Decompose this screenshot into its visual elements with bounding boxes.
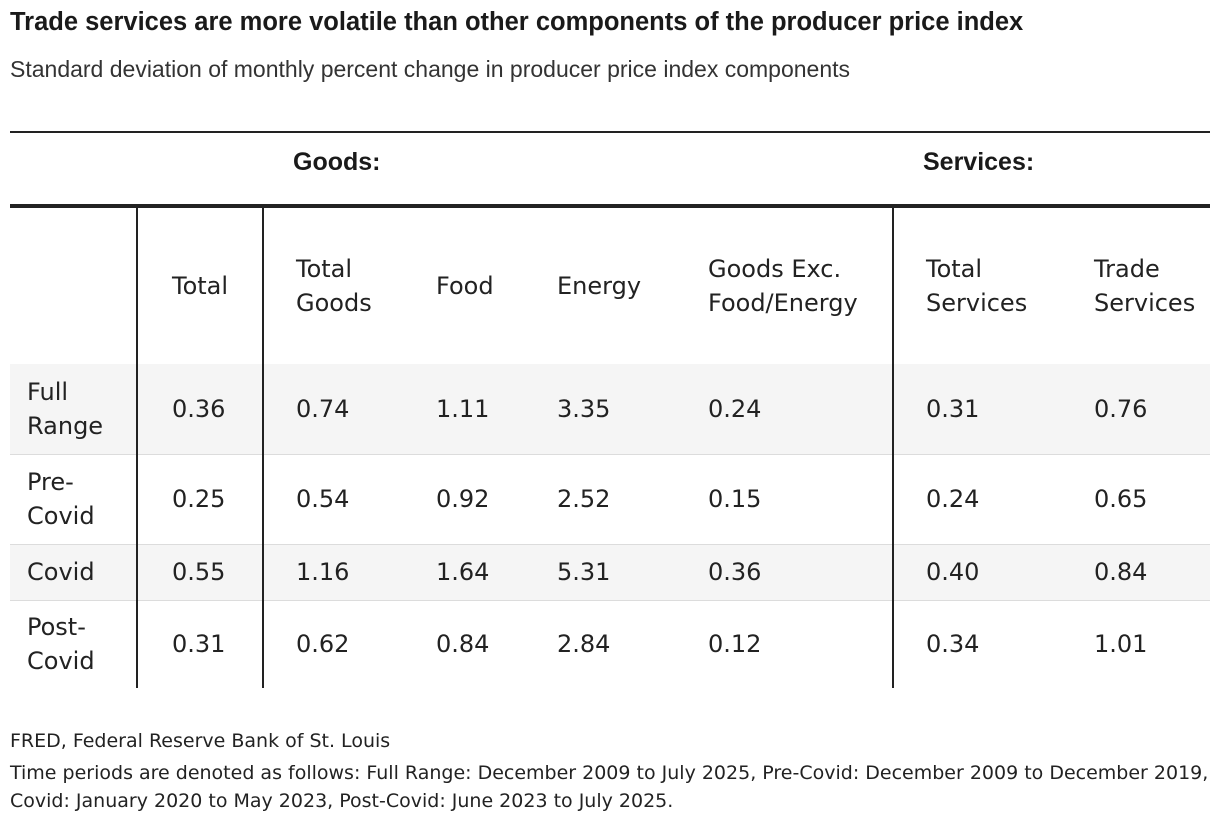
row-label-line: Covid (27, 502, 95, 530)
table-cell: 0.62 (263, 599, 406, 688)
column-header-line: Goods Exc. (708, 255, 842, 283)
column-header-line: Trade (1094, 255, 1160, 283)
table-cell: 1.11 (436, 394, 490, 423)
row-label: Post- Covid (10, 599, 138, 688)
table-cell: 0.92 (406, 453, 529, 544)
table-cell: 2.84 (529, 599, 674, 688)
table-cell: 0.24 (893, 453, 1062, 544)
row-label: Pre- Covid (10, 453, 138, 544)
table-cell: 0.40 (893, 543, 1062, 600)
column-header-line: Food/Energy (708, 289, 858, 317)
column-header-line: Total (926, 255, 983, 283)
column-header-line: Food (436, 272, 494, 300)
chart-title: Trade services are more volatile than ot… (10, 8, 1024, 36)
column-header (10, 208, 138, 364)
table-cell: 5.31 (529, 543, 674, 600)
row-label-line: Range (27, 411, 104, 440)
row-label-line: Covid (27, 558, 95, 586)
table-cell: 0.31 (137, 599, 264, 688)
group-label-services: Services: (923, 148, 1035, 176)
column-header-line: Services (926, 289, 1028, 317)
table-cell: 1.01 (1062, 599, 1210, 688)
row-label: Full Range (10, 364, 138, 454)
column-header-line: Services (1094, 289, 1196, 317)
row-label-line: Pre- (27, 468, 74, 496)
table-cell: 0.84 (1062, 543, 1210, 600)
column-header: Total Services (893, 208, 1062, 364)
row-label-line: Post- (27, 613, 86, 642)
column-header-line: Total (296, 255, 353, 283)
header-rule (10, 204, 1210, 208)
table-cell: 3.35 (557, 394, 611, 423)
header-row: Total Total Goods Food Energy Goods Exc. Food/… (10, 208, 1210, 364)
top-rule (10, 131, 1210, 133)
chart-subtitle: Standard deviation of monthly percent ch… (10, 56, 851, 82)
column-header-line: Energy (557, 272, 642, 300)
table-row: Pre- Covid 0.25 0.54 0.92 2.52 0.15 0.24 0.65 (10, 453, 1210, 544)
table-cell: 0.34 (893, 599, 1062, 688)
table-row: Post- Covid 0.31 0.62 0.84 2.84 0.12 0.34 1.01 (10, 599, 1210, 688)
table-cell: 0.36 (674, 543, 894, 600)
column-header: Total (137, 208, 264, 364)
table-cell: 0.76 (1094, 394, 1148, 423)
table-cell: 0.55 (137, 543, 264, 600)
table-row: Covid 0.55 1.16 1.64 5.31 0.36 0.40 0.84 (10, 543, 1210, 600)
table-cell: 0.74 (296, 394, 350, 423)
column-header-line: Total (172, 272, 229, 300)
row-label-line: Full (27, 377, 69, 406)
column-header: Food (406, 208, 529, 364)
table-row: Full Range 0.36 0.74 1.11 3.35 0.24 0.31 0.76 (10, 364, 1210, 454)
table-cell: 1.64 (406, 543, 529, 600)
table-cell: 0.36 (137, 364, 264, 454)
row-label: Covid (10, 543, 138, 600)
column-header-line: Goods (296, 289, 372, 317)
column-header: Trade Services (1062, 208, 1210, 364)
table-cell: 0.24 (674, 364, 894, 454)
column-header: Goods Exc. Food/Energy (674, 208, 894, 364)
row-label-line: Covid (27, 647, 95, 676)
column-header: Total Goods (263, 208, 406, 364)
table-cell: 2.52 (529, 453, 674, 544)
column-header: Energy (529, 208, 674, 364)
table-cell: 0.65 (1062, 453, 1210, 544)
data-table: Total Total Goods Food Energy Goods Exc. Food/… (10, 208, 1210, 688)
table-cell: 0.54 (263, 453, 406, 544)
group-label-goods: Goods: (293, 148, 381, 176)
table-cell: 0.84 (406, 599, 529, 688)
time-periods-note: Time periods are denoted as follows: Ful… (10, 762, 1209, 812)
table-cell: 0.31 (926, 394, 980, 423)
table-cell: 0.25 (137, 453, 264, 544)
source-note: FRED, Federal Reserve Bank of St. Louis (10, 730, 391, 752)
table-cell: 0.12 (674, 599, 894, 688)
table-cell: 1.16 (263, 543, 406, 600)
table-cell: 0.15 (674, 453, 894, 544)
